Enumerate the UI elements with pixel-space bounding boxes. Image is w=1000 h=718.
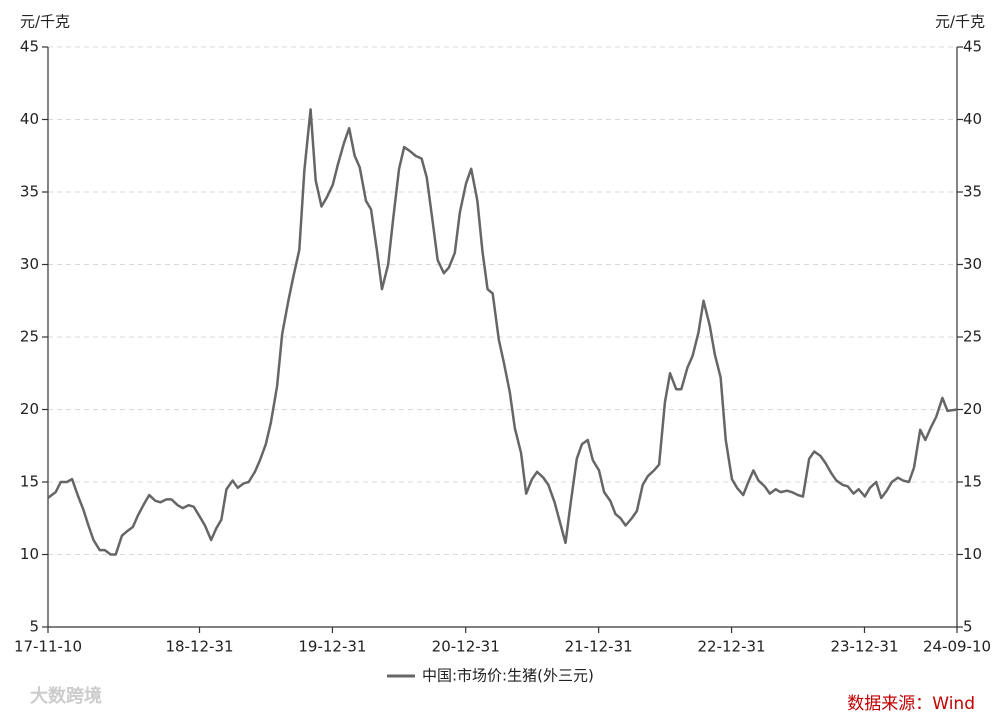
x-tick-label: 19-12-31 <box>298 638 366 656</box>
y2-tick-label: 20 <box>963 400 982 418</box>
watermark: 大数跨境 <box>30 685 102 707</box>
y-tick-label: 35 <box>20 183 39 201</box>
source-note: 数据来源：Wind <box>847 694 975 714</box>
y-tick-label: 40 <box>20 110 39 128</box>
y2-axis-unit: 元/千克 <box>935 13 985 31</box>
y2-tick-label: 5 <box>963 618 973 636</box>
x-tick-label: 20-12-31 <box>432 638 500 656</box>
y2-tick-label: 15 <box>963 473 982 491</box>
x-tick-label: 23-12-31 <box>830 638 898 656</box>
y-tick-label: 10 <box>20 545 39 563</box>
y-tick-label: 5 <box>29 618 39 636</box>
legend-label: 中国:市场价:生猪(外三元) <box>422 667 594 685</box>
y-tick-label: 15 <box>20 473 39 491</box>
y-tick-label: 20 <box>20 400 39 418</box>
y-tick-label: 25 <box>20 328 39 346</box>
x-tick-label: 18-12-31 <box>165 638 233 656</box>
x-tick-label: 22-12-31 <box>698 638 766 656</box>
y2-tick-label: 10 <box>963 545 982 563</box>
x-tick-label: 24-09-10 <box>923 638 991 656</box>
x-tick-label: 17-11-10 <box>14 638 82 656</box>
x-tick-label: 21-12-31 <box>565 638 633 656</box>
y2-tick-label: 25 <box>963 328 982 346</box>
y-tick-label: 45 <box>20 38 39 56</box>
y2-tick-label: 35 <box>963 183 982 201</box>
y-tick-label: 30 <box>20 255 39 273</box>
y2-tick-label: 45 <box>963 38 982 56</box>
y-axis-unit: 元/千克 <box>20 13 70 31</box>
y2-tick-label: 30 <box>963 255 982 273</box>
data-line <box>47 108 958 556</box>
y2-tick-label: 40 <box>963 110 982 128</box>
